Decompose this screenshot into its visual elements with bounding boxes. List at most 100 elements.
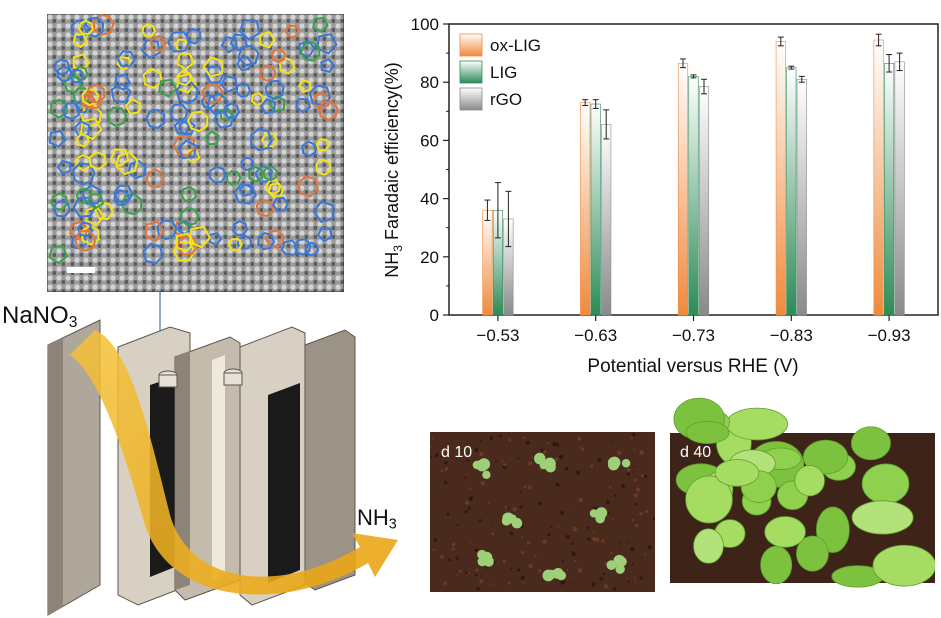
soil-grain bbox=[479, 452, 484, 457]
lattice-ring bbox=[84, 90, 103, 110]
soil-grain bbox=[601, 539, 605, 543]
soil-grain bbox=[512, 507, 517, 512]
soil-grain bbox=[476, 586, 480, 591]
soil-grain bbox=[640, 474, 645, 478]
product-label: NH3 bbox=[357, 505, 397, 533]
lattice-ring bbox=[56, 159, 72, 175]
soil-grain bbox=[591, 536, 597, 542]
soil-grain bbox=[565, 534, 570, 539]
soil-grain bbox=[639, 450, 644, 455]
soil-grain bbox=[519, 505, 523, 509]
y-axis-title: NH3 Faradaic efficiency(%) bbox=[382, 62, 405, 277]
lattice-ring bbox=[145, 108, 166, 130]
seedling-leaf bbox=[477, 549, 487, 560]
soil-grain bbox=[509, 531, 514, 536]
soil-grain bbox=[590, 464, 594, 468]
soil-grain bbox=[621, 484, 625, 488]
soil-grain bbox=[633, 493, 638, 498]
soil-grain bbox=[440, 554, 444, 559]
lattice-ring bbox=[185, 149, 201, 164]
lattice-ring bbox=[270, 48, 286, 64]
soil-grain bbox=[499, 434, 502, 438]
lattice-ring bbox=[297, 79, 312, 94]
lattice-ring bbox=[317, 100, 339, 122]
soil-grain bbox=[519, 490, 522, 494]
lattice-ring bbox=[177, 139, 198, 160]
lattice-ring bbox=[227, 238, 243, 252]
soil-grain bbox=[521, 551, 525, 555]
seedling-leaf bbox=[621, 458, 631, 468]
lattice-ring bbox=[87, 193, 105, 210]
lattice-ring bbox=[261, 132, 278, 148]
seedling-leaf bbox=[608, 456, 621, 469]
soil-grain bbox=[507, 581, 511, 585]
lattice-ring bbox=[113, 184, 134, 203]
lattice-ring bbox=[204, 65, 225, 84]
seedling-leaf bbox=[595, 513, 605, 524]
soil-grain bbox=[644, 509, 649, 514]
bar-ox-lig bbox=[580, 102, 591, 316]
soil-grain bbox=[474, 448, 479, 453]
soil-grain bbox=[542, 539, 547, 544]
lattice-ring bbox=[145, 168, 165, 188]
soil-grain bbox=[455, 556, 459, 560]
soil-grain bbox=[543, 450, 547, 454]
soil-grain bbox=[572, 582, 575, 585]
soil-grain bbox=[458, 569, 462, 573]
lattice-ring bbox=[73, 120, 91, 138]
legend-swatch bbox=[459, 60, 483, 84]
lattice-ring bbox=[180, 207, 200, 227]
lattice-ring bbox=[320, 58, 335, 74]
soil-grain bbox=[587, 537, 591, 541]
bar-lig bbox=[786, 67, 797, 316]
chart-legend: ox-LIG LIG rGO bbox=[459, 33, 541, 111]
lattice-ring bbox=[144, 220, 165, 242]
soil-grain bbox=[522, 436, 526, 440]
soil-grain bbox=[627, 541, 630, 544]
lattice-ring bbox=[124, 98, 142, 115]
soil-grain bbox=[578, 498, 583, 503]
bar-rgo bbox=[796, 78, 807, 316]
soil-grain bbox=[605, 500, 610, 504]
soil-grain bbox=[547, 533, 551, 537]
lattice-ring bbox=[308, 84, 332, 107]
soil-grain bbox=[571, 542, 574, 546]
lattice-ring bbox=[185, 27, 202, 45]
tem-lattice-image bbox=[47, 14, 344, 292]
soil-grain bbox=[491, 532, 495, 536]
x-axis-title: Potential versus RHE (V) bbox=[587, 356, 798, 377]
bar-rgo bbox=[894, 61, 905, 316]
soil-grain bbox=[468, 572, 471, 575]
soil-grain bbox=[444, 460, 448, 465]
soil-grain bbox=[443, 581, 447, 586]
lattice-ring bbox=[272, 196, 289, 212]
soil-grain bbox=[612, 441, 615, 443]
lattice-ring bbox=[175, 81, 199, 105]
soil-grain bbox=[507, 438, 511, 442]
soil-grain bbox=[446, 512, 450, 516]
soil-grain bbox=[602, 572, 606, 576]
bar-ox-lig bbox=[775, 41, 786, 316]
lattice-ring bbox=[92, 14, 115, 36]
soil-grain bbox=[550, 526, 553, 528]
y-axis: 0 20 40 60 80 100 bbox=[411, 15, 449, 325]
seedling-leaf bbox=[511, 517, 523, 529]
lattice-ring bbox=[106, 106, 128, 128]
electrolyzer-cell-illustration bbox=[47, 292, 398, 616]
lattice-ring bbox=[316, 226, 333, 243]
lattice-ring bbox=[213, 108, 235, 129]
soil-grain bbox=[537, 568, 542, 573]
lattice-ring bbox=[297, 175, 319, 198]
soil-grain bbox=[495, 460, 498, 463]
soil-grain bbox=[631, 518, 635, 522]
lattice-ring bbox=[265, 229, 285, 249]
lattice-ring bbox=[262, 165, 278, 182]
soil-grain bbox=[504, 506, 508, 509]
soil-grain bbox=[575, 470, 581, 475]
bar-ox-lig bbox=[677, 62, 689, 316]
soil-grain bbox=[608, 486, 612, 489]
soil-grain bbox=[559, 454, 564, 460]
soil-grain bbox=[507, 506, 510, 510]
legend-swatch bbox=[459, 33, 483, 57]
lattice-ring bbox=[204, 130, 220, 146]
